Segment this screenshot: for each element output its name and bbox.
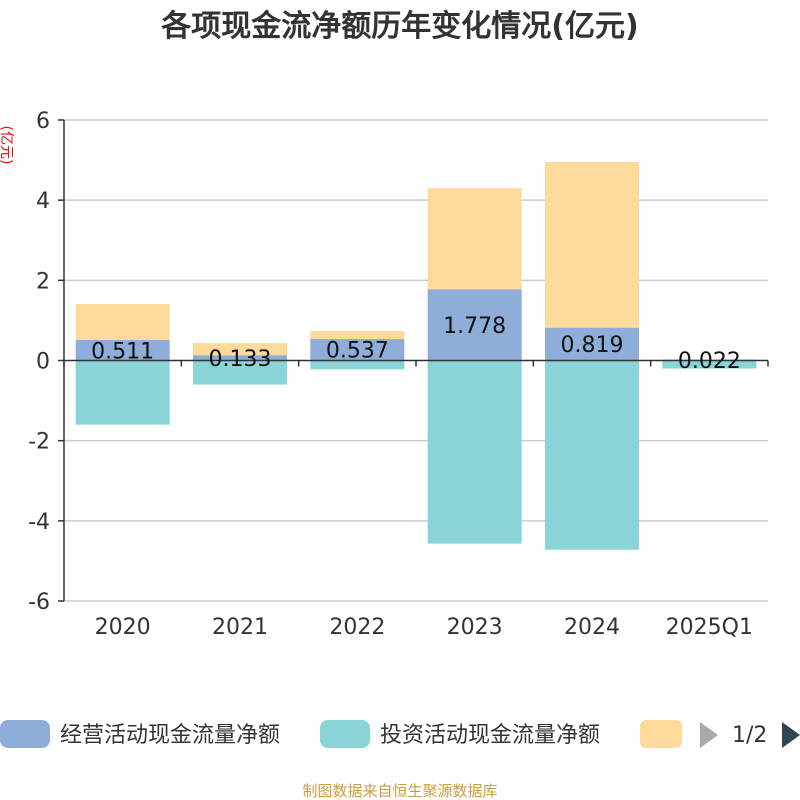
y-tick-label: 2	[36, 269, 50, 294]
bar-investing	[427, 360, 522, 544]
y-axis-label: (亿元)	[0, 126, 14, 165]
data-label: 0.537	[326, 339, 389, 364]
y-tick-label: -2	[28, 430, 50, 455]
triangle-right-icon[interactable]	[782, 722, 800, 748]
legend-label-investing: 投资活动现金流量净额	[380, 723, 600, 748]
bar-investing	[310, 360, 405, 370]
bar-operating	[310, 338, 405, 361]
data-label: 1.778	[443, 314, 506, 339]
legend-swatch-financing	[640, 720, 682, 748]
data-label: 0.819	[561, 333, 624, 358]
x-tick-label: 2020	[95, 615, 151, 640]
x-ticks: 2020 2021 2022 2023 2024 2025Q1	[95, 615, 753, 640]
bar-investing	[75, 360, 170, 425]
bar-financing	[193, 343, 287, 356]
bar-financing	[427, 188, 522, 290]
chart-title: 各项现金流净额历年变化情况(亿元)	[160, 9, 638, 44]
bar-financing	[310, 330, 405, 339]
bar-financing	[75, 303, 170, 341]
legend: 经营活动现金流量净额 投资活动现金流量净额 1/2	[0, 720, 800, 748]
legend-item-investing[interactable]: 投资活动现金流量净额	[320, 720, 600, 748]
y-tick-label: 6	[36, 109, 50, 134]
y-ticks: 6 4 2 0 -2 -4 -6	[28, 109, 64, 615]
y-tick-label: 0	[36, 350, 50, 375]
legend-item-financing[interactable]	[640, 720, 682, 748]
data-label: 0.022	[678, 349, 741, 374]
legend-page-indicator: 1/2	[732, 723, 767, 748]
data-label: 0.511	[91, 339, 154, 364]
data-label: 0.133	[209, 347, 272, 372]
x-tick-label: 2024	[564, 615, 620, 640]
bar-operating	[75, 340, 170, 361]
legend-swatch-investing	[320, 720, 370, 748]
bar-operating	[427, 289, 522, 361]
legend-swatch-operating	[0, 720, 50, 748]
x-tick-label: 2023	[447, 615, 503, 640]
legend-item-operating[interactable]: 经营活动现金流量净额	[0, 720, 280, 748]
bar-operating	[193, 355, 287, 361]
y-tick-label: -6	[28, 590, 50, 615]
bars	[75, 162, 757, 550]
axes	[63, 120, 769, 601]
x-tick-label: 2021	[212, 615, 268, 640]
legend-label-operating: 经营活动现金流量净额	[60, 723, 280, 748]
triangle-left-icon[interactable]	[700, 722, 718, 748]
bar-investing	[545, 360, 639, 550]
bar-operating	[545, 327, 639, 361]
bar-investing	[193, 360, 287, 385]
y-tick-label: -4	[28, 510, 50, 535]
bar-financing	[545, 162, 639, 328]
gridlines	[64, 119, 768, 602]
x-tick-label: 2025Q1	[666, 615, 753, 640]
data-labels: 0.511 0.133 0.537 1.778 0.819 0.022	[91, 314, 741, 374]
x-tick-label: 2022	[329, 615, 385, 640]
source-note: 制图数据来自恒生聚源数据库	[302, 782, 497, 800]
y-tick-label: 4	[36, 189, 50, 214]
bar-investing	[662, 360, 757, 369]
